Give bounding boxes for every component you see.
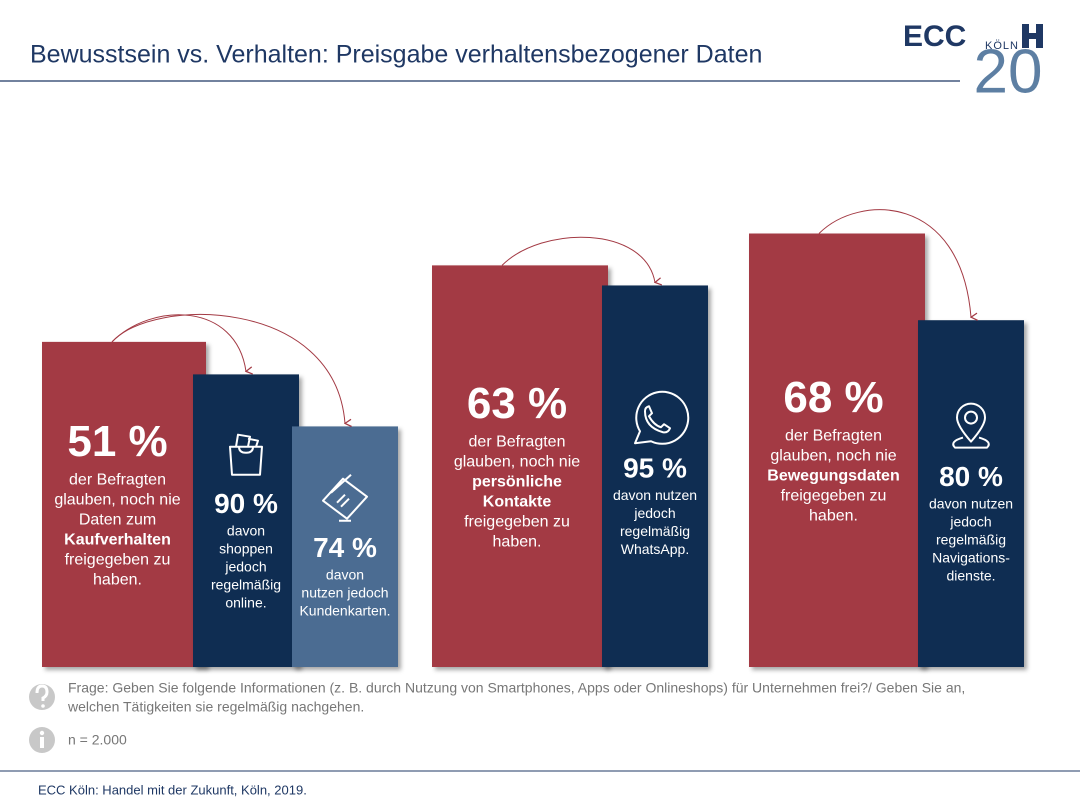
sub-bar	[292, 426, 398, 667]
description-line: regelmäßig	[620, 523, 690, 539]
description-line: jedoch	[224, 558, 266, 574]
description-line: haben.	[809, 507, 858, 524]
description-line: online.	[225, 594, 266, 610]
description-line: freigegeben zu	[781, 487, 887, 504]
info-icon	[40, 737, 44, 748]
description-line: Daten zum	[79, 512, 156, 529]
sample-size: n = 2.000	[68, 732, 127, 748]
value-label: 51 %	[67, 417, 167, 466]
logo-mark	[1022, 33, 1043, 39]
question-line: Frage: Geben Sie folgende Informationen …	[68, 680, 965, 696]
bars: 51 % der Befragten glauben, noch nie Daten …	[42, 209, 1024, 667]
arrow	[818, 209, 971, 317]
bar	[749, 233, 925, 667]
icon	[634, 390, 690, 445]
logo-number: 20	[974, 37, 1043, 106]
icon	[229, 433, 263, 476]
value-label: 90 %	[214, 488, 278, 519]
description-line: davon	[227, 522, 265, 538]
description-line: jedoch	[633, 505, 675, 521]
sub-bar	[602, 285, 708, 667]
description-line: davon nutzen	[613, 487, 697, 503]
value-label: 68 %	[783, 373, 883, 422]
description-line: glauben, noch nie	[770, 447, 896, 464]
sub-bar	[918, 320, 1024, 667]
info-icon	[39, 730, 45, 736]
description-line: der Befragten	[785, 427, 882, 444]
value-label: 95 %	[623, 453, 687, 484]
description-line: regelmäßig	[936, 531, 1006, 547]
description-line: Kundenkarten.	[299, 602, 390, 618]
arrow	[111, 314, 345, 424]
description-line: freigegeben zu	[464, 513, 570, 530]
question-line: welchen Tätigkeiten sie regelmäßig nachg…	[67, 699, 364, 715]
description-line: WhatsApp.	[621, 541, 689, 557]
source: ECC Köln: Handel mit der Zukunft, Köln, …	[38, 782, 307, 797]
description-line: jedoch	[949, 513, 991, 529]
description-line: glauben, noch nie	[454, 453, 580, 470]
description-line: glauben, noch nie	[54, 492, 180, 509]
slide-title: Bewusstsein vs. Verhalten: Preisgabe ver…	[30, 41, 762, 69]
logo-name: ECC	[903, 20, 966, 53]
description-line: persönliche	[472, 473, 562, 490]
description-line: dienste.	[946, 567, 995, 583]
bar	[432, 265, 608, 667]
description-line: Navigations-	[932, 549, 1010, 565]
sub-bar	[193, 374, 299, 667]
description-line: haben.	[493, 533, 542, 550]
bar	[42, 341, 206, 667]
description-line: Kontakte	[483, 493, 552, 510]
description-line: haben.	[93, 572, 142, 589]
logo-city: KÖLN	[985, 40, 1019, 52]
description-line: der Befragten	[469, 433, 566, 450]
value-label: 74 %	[313, 532, 377, 563]
question-icon	[41, 704, 45, 708]
description-line: regelmäßig	[211, 576, 281, 592]
description-line: davon nutzen	[929, 495, 1013, 511]
question-icon	[35, 684, 49, 701]
description-line: davon	[326, 566, 364, 582]
description-line: nutzen jedoch	[301, 584, 388, 600]
description-line: Kaufverhalten	[64, 532, 171, 549]
icon	[952, 402, 990, 449]
description-line: der Befragten	[69, 472, 166, 489]
value-label: 80 %	[939, 461, 1003, 492]
description-line: shoppen	[219, 540, 273, 556]
icon	[322, 473, 368, 522]
value-label: 63 %	[467, 379, 567, 428]
description-line: freigegeben zu	[65, 552, 171, 569]
arrow	[501, 236, 655, 282]
description-line: Bewegungsdaten	[767, 467, 899, 484]
